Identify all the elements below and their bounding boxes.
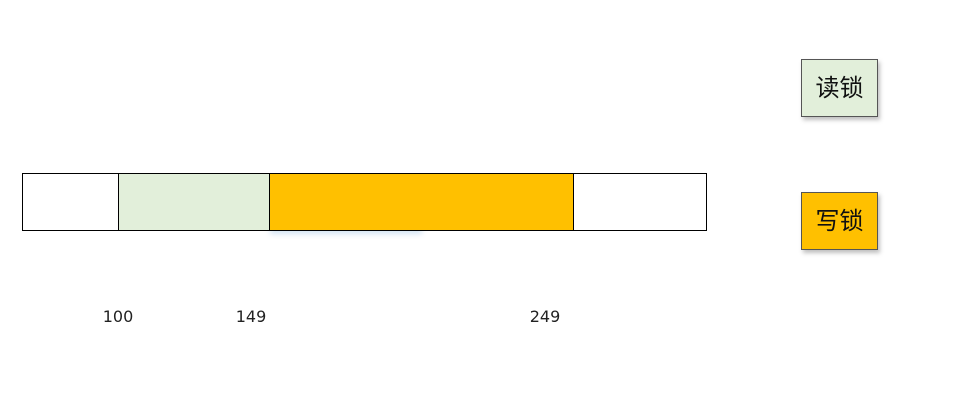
range-bar	[22, 173, 707, 231]
legend: 读锁 写锁	[801, 59, 878, 250]
boundary-labels: 100 149 249	[103, 307, 561, 326]
boundary-label-149: 149	[236, 307, 267, 326]
legend-swatch-read-lock	[801, 59, 878, 117]
legend-label-write-lock: 写锁	[816, 207, 864, 235]
segment-write-lock	[269, 173, 574, 231]
boundary-label-249: 249	[530, 307, 561, 326]
legend-label-read-lock: 读锁	[816, 74, 864, 102]
boundary-label-100: 100	[103, 307, 134, 326]
legend-swatch-write-lock	[801, 192, 878, 250]
legend-item-write-lock: 写锁	[801, 192, 878, 250]
legend-item-read-lock: 读锁	[801, 59, 878, 117]
segment-empty-right	[573, 173, 707, 231]
segment-read-lock	[118, 173, 270, 231]
segment-empty-left	[22, 173, 119, 231]
